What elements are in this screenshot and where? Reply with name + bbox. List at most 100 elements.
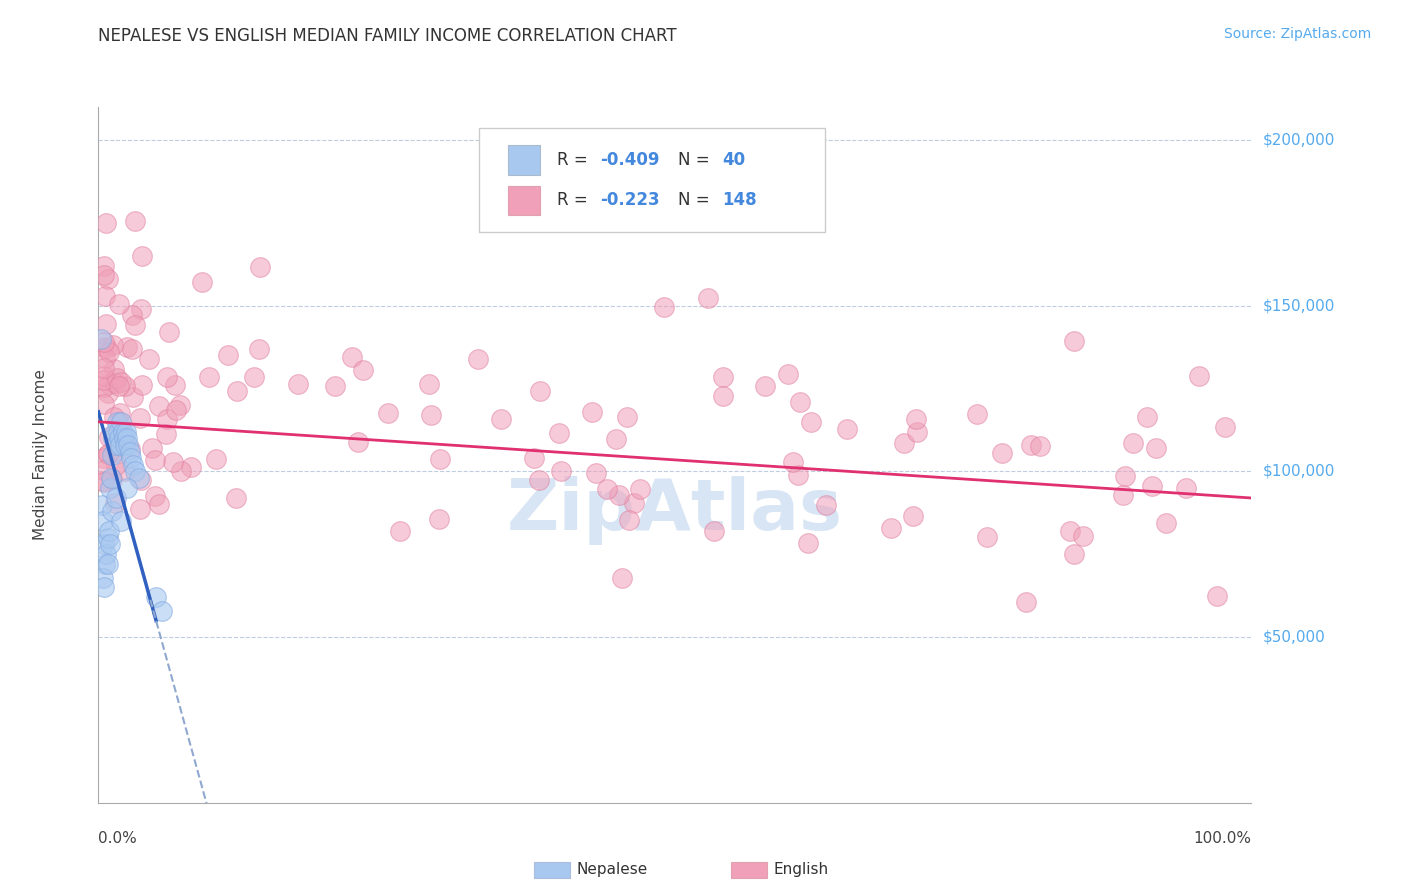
Point <box>96 216 118 230</box>
Point <box>157 326 180 340</box>
Point <box>800 415 823 429</box>
Point <box>776 367 799 381</box>
Point <box>108 415 131 429</box>
Point <box>124 318 146 332</box>
Point <box>96 341 118 355</box>
Point <box>1144 441 1167 455</box>
Point <box>93 369 115 384</box>
Point <box>107 425 129 439</box>
Point <box>93 259 115 273</box>
Point <box>90 332 112 346</box>
Point <box>107 297 129 311</box>
Point <box>789 394 811 409</box>
Point <box>93 397 115 411</box>
Point <box>148 399 170 413</box>
Text: $50,000: $50,000 <box>1263 630 1326 645</box>
Point <box>148 497 170 511</box>
Point <box>98 481 121 495</box>
Point <box>103 361 125 376</box>
Point <box>98 537 121 551</box>
Point <box>105 415 128 429</box>
Point <box>1154 516 1177 530</box>
Point <box>97 447 120 461</box>
Point <box>1213 420 1236 434</box>
Point <box>128 501 150 516</box>
Point <box>1063 334 1085 348</box>
Text: R =: R = <box>557 191 593 210</box>
Point <box>93 581 115 595</box>
Point <box>128 471 150 485</box>
Point <box>711 389 734 403</box>
Point <box>429 452 451 467</box>
Text: $200,000: $200,000 <box>1263 133 1336 148</box>
Point <box>97 446 120 460</box>
Bar <box>508 186 540 215</box>
Point <box>170 464 193 478</box>
Point <box>115 425 138 439</box>
Point <box>91 514 114 528</box>
Point <box>976 530 998 544</box>
Text: $100,000: $100,000 <box>1263 464 1336 479</box>
Point <box>121 308 143 322</box>
Point <box>94 558 117 572</box>
Point <box>1019 438 1042 452</box>
Point <box>156 412 179 426</box>
Point <box>696 291 718 305</box>
Point <box>143 452 166 467</box>
Point <box>104 376 127 391</box>
Text: N =: N = <box>678 191 716 210</box>
Point <box>110 438 132 452</box>
Point <box>1015 595 1038 609</box>
Point <box>121 343 143 357</box>
Point <box>711 370 734 384</box>
Point <box>97 345 120 359</box>
Text: Median Family Income: Median Family Income <box>34 369 48 541</box>
Point <box>131 378 153 392</box>
Point <box>347 434 370 449</box>
Point <box>129 302 152 317</box>
Point <box>103 431 125 445</box>
Point <box>112 431 135 445</box>
Text: Nepalese: Nepalese <box>576 863 648 877</box>
Point <box>93 537 115 551</box>
Point <box>904 411 927 425</box>
Point <box>607 488 630 502</box>
Point <box>427 512 450 526</box>
Point <box>93 474 115 488</box>
Point <box>94 351 117 365</box>
Point <box>117 431 139 445</box>
Point <box>101 338 124 352</box>
Point <box>121 390 143 404</box>
Point <box>548 425 571 440</box>
Point <box>782 455 804 469</box>
Point <box>796 536 818 550</box>
Point <box>489 412 512 426</box>
Point <box>523 451 546 466</box>
Point <box>1122 435 1144 450</box>
Point <box>104 496 127 510</box>
Point <box>93 340 115 354</box>
Point <box>1114 468 1136 483</box>
Point <box>103 425 125 439</box>
Point <box>101 472 124 486</box>
Point <box>97 531 120 545</box>
Point <box>605 433 627 447</box>
Point <box>225 491 247 505</box>
Point <box>654 300 676 314</box>
Point <box>90 498 112 512</box>
Point <box>118 442 141 456</box>
Point <box>93 475 115 489</box>
Point <box>97 385 120 400</box>
Point <box>93 463 115 477</box>
Point <box>903 509 925 524</box>
Point <box>93 373 115 387</box>
Point <box>180 459 202 474</box>
Bar <box>508 145 540 175</box>
Point <box>141 442 163 456</box>
Point <box>243 370 266 384</box>
Point <box>880 521 903 535</box>
Point <box>124 214 146 228</box>
Point <box>98 430 121 444</box>
Point <box>893 435 915 450</box>
Point <box>1029 439 1052 453</box>
